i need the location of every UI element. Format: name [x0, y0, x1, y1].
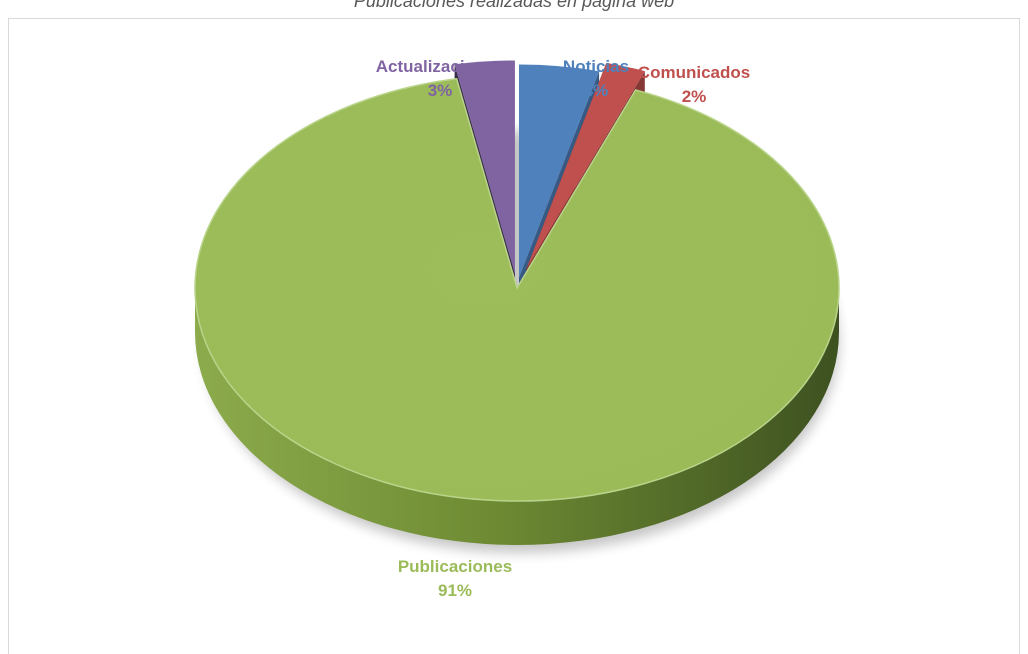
label-noticias: Noticias	[563, 57, 629, 76]
slice-side-publicaciones	[195, 288, 839, 545]
label-comunicados: Comunicados	[638, 63, 750, 82]
label-actualizaciones: Actualizaciones	[376, 57, 505, 76]
value-comunicados: 2%	[682, 87, 707, 106]
slice-noticias	[519, 64, 600, 278]
slice-comunicados	[526, 62, 645, 270]
value-noticias: 4%	[584, 81, 609, 100]
chart-caption: Publicaciones realizadas en página web	[353, 0, 675, 11]
value-publicaciones: 91%	[438, 581, 472, 600]
slice-publicaciones	[194, 77, 840, 502]
slice-actualizaciones	[454, 60, 515, 274]
value-actualizaciones: 3%	[428, 81, 453, 100]
label-publicaciones: Publicaciones	[398, 557, 512, 576]
